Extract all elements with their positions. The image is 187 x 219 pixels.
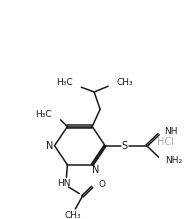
Text: NH₂: NH₂ xyxy=(165,155,183,164)
Text: N: N xyxy=(92,165,100,175)
Text: NH: NH xyxy=(165,127,178,136)
Text: HN: HN xyxy=(57,178,70,187)
Text: O: O xyxy=(98,180,105,189)
Text: S: S xyxy=(122,141,128,151)
Text: CH₃: CH₃ xyxy=(117,78,134,87)
Text: CH₃: CH₃ xyxy=(64,211,81,219)
Text: HCl: HCl xyxy=(157,137,174,147)
Text: H₃C: H₃C xyxy=(35,110,52,118)
Text: H₃C: H₃C xyxy=(56,78,72,87)
Text: N: N xyxy=(46,141,53,151)
